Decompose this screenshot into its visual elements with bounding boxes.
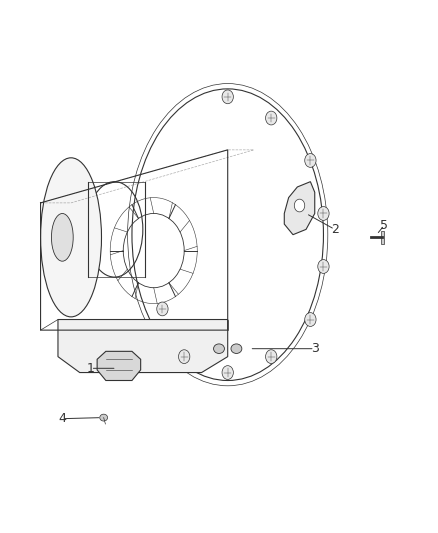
Text: 3: 3: [311, 342, 319, 355]
Polygon shape: [284, 182, 315, 235]
Ellipse shape: [51, 214, 73, 261]
Polygon shape: [97, 351, 141, 381]
Circle shape: [157, 302, 168, 316]
Circle shape: [318, 207, 329, 220]
Circle shape: [294, 199, 305, 212]
Circle shape: [305, 154, 316, 167]
Polygon shape: [58, 319, 228, 373]
Circle shape: [265, 111, 277, 125]
Bar: [381, 231, 385, 244]
Text: 4: 4: [58, 412, 66, 425]
Text: 2: 2: [331, 223, 339, 236]
Circle shape: [265, 350, 277, 364]
Ellipse shape: [231, 344, 242, 353]
Text: 1: 1: [87, 362, 95, 375]
Ellipse shape: [100, 414, 108, 421]
Circle shape: [179, 350, 190, 364]
Circle shape: [318, 260, 329, 273]
Circle shape: [222, 366, 233, 379]
Circle shape: [305, 313, 316, 326]
Ellipse shape: [41, 158, 102, 317]
Ellipse shape: [214, 344, 224, 353]
Text: 5: 5: [380, 219, 389, 232]
Circle shape: [222, 90, 233, 104]
